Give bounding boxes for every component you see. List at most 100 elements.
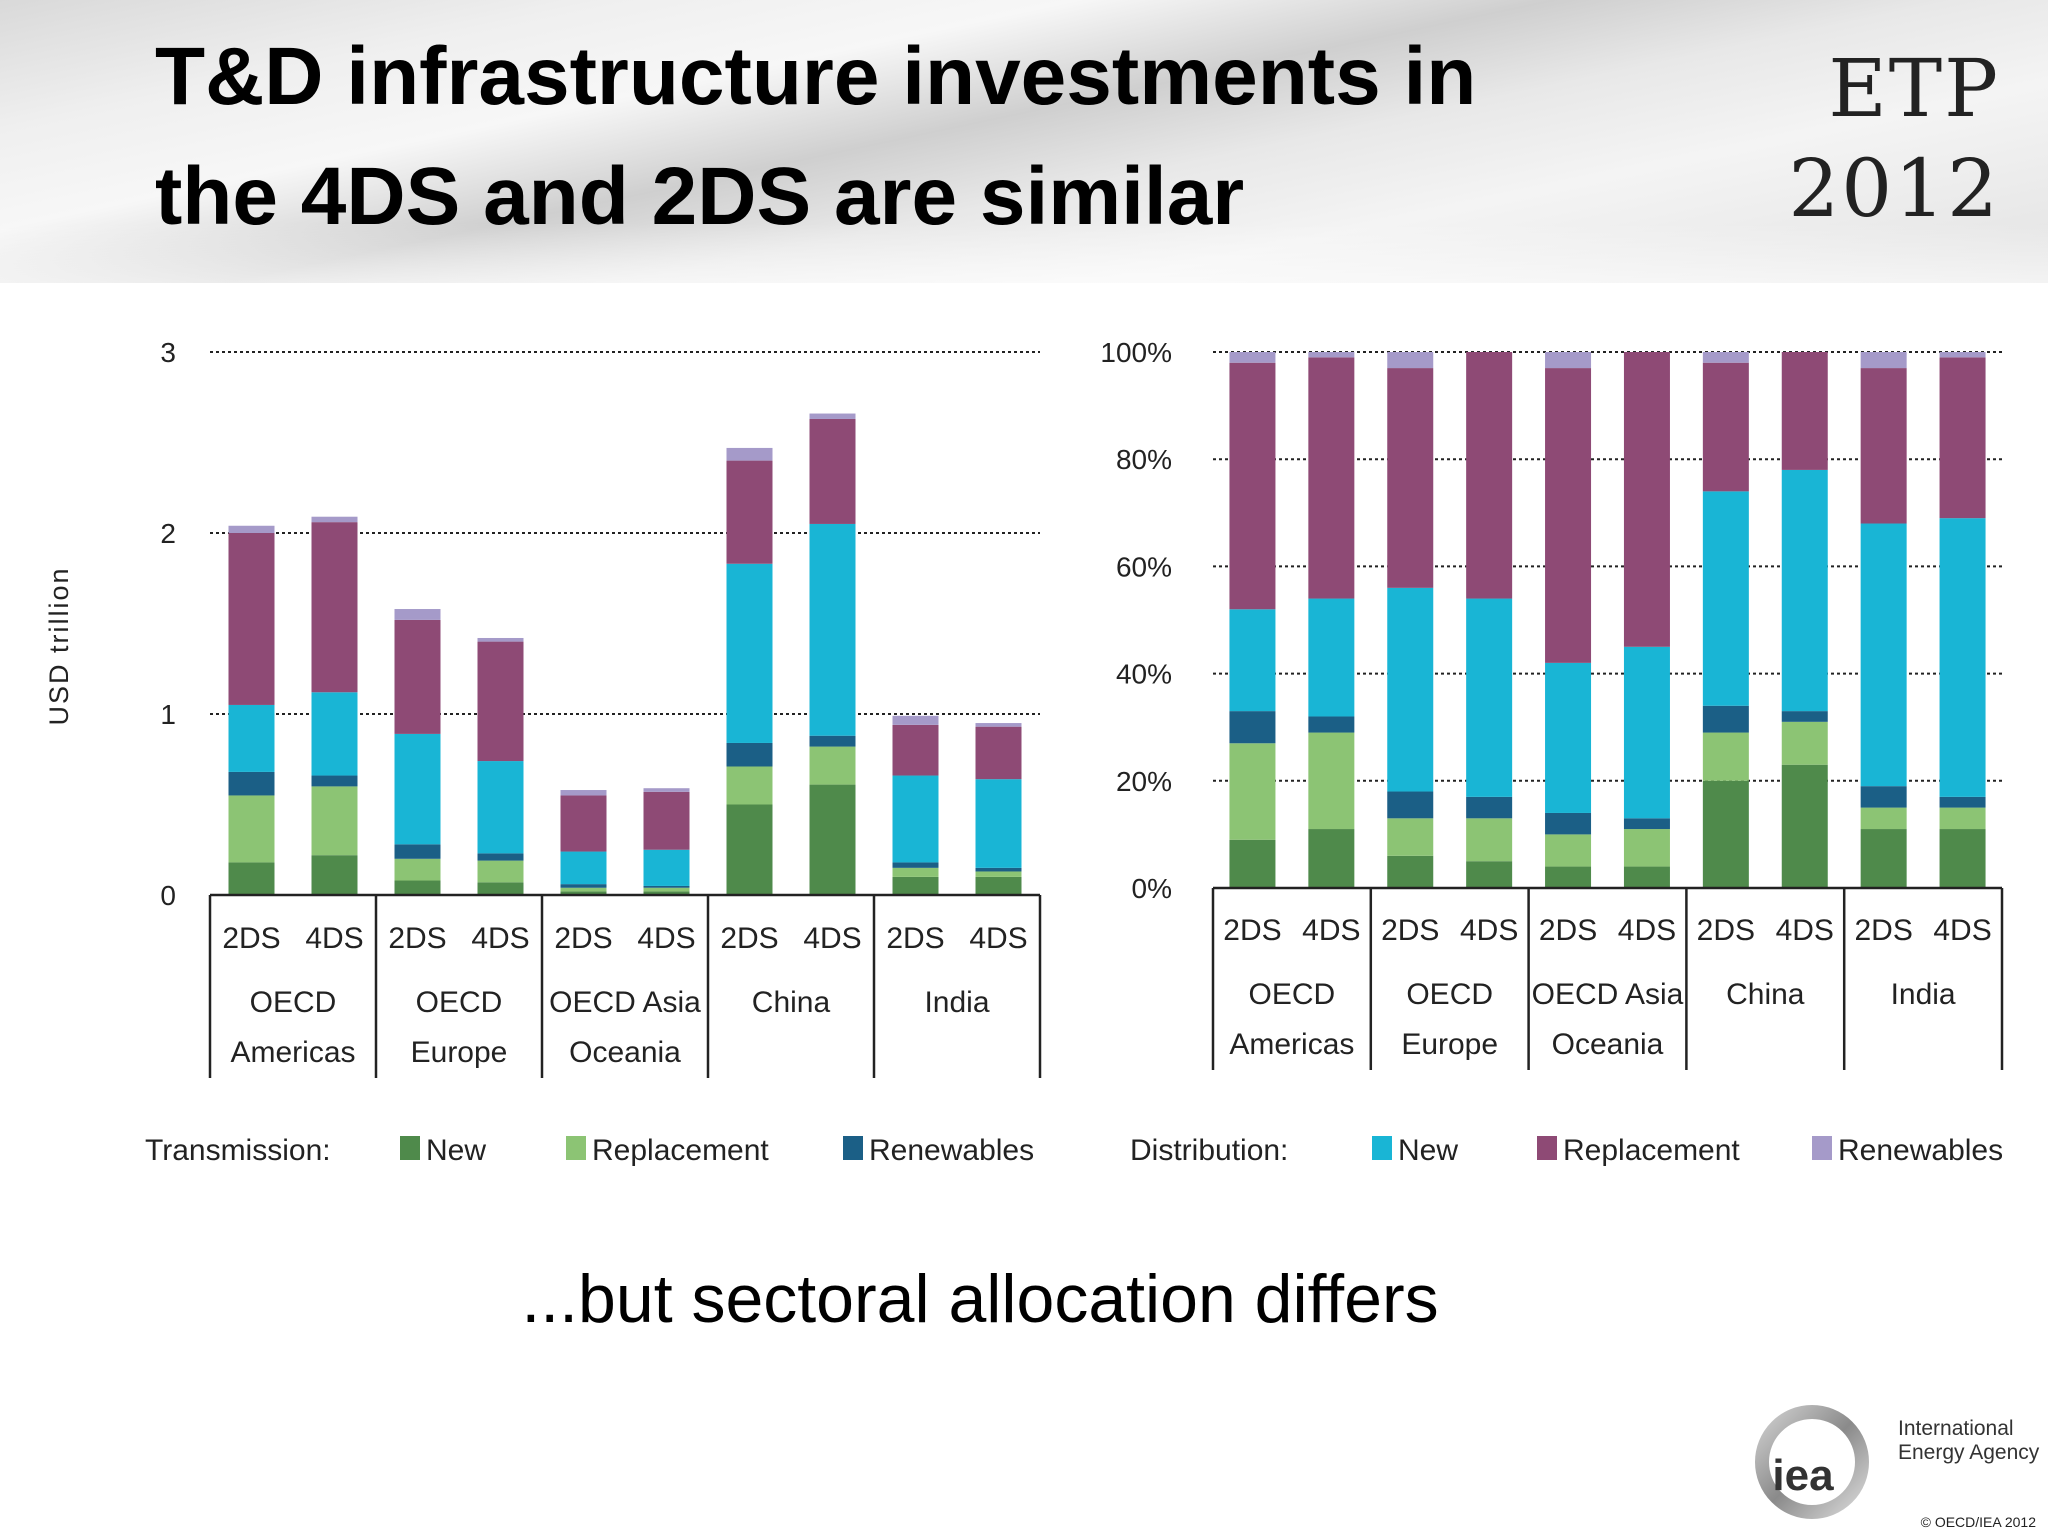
bar-segment-transmission-replacement	[1623, 829, 1670, 867]
charts-area: 0 1 2 3 USD trillion 2DS 4DS 2DS 4DS 2DS 4DS 2DS 4DS…	[44, 337, 2004, 1167]
bar-segment-distribution-replacement	[560, 795, 607, 852]
bar-segment-distribution-new	[643, 849, 690, 886]
bar-segment-distribution-new	[1702, 491, 1749, 706]
bar-segment-distribution-renewables	[1939, 352, 1986, 358]
bar-segment-transmission-new	[975, 876, 1022, 895]
bar-segment-transmission-new	[560, 891, 607, 895]
bar-segment-transmission-renewables	[228, 771, 275, 796]
bar-segment-distribution-new	[1545, 662, 1592, 813]
bar-segment-distribution-new	[892, 775, 939, 863]
bar-segment-transmission-replacement	[1229, 743, 1276, 840]
bar-segment-distribution-replacement	[809, 418, 856, 524]
x-tick-label: 4DS	[1302, 914, 1360, 947]
bar-segment-distribution-renewables	[892, 715, 939, 725]
region-label: OECD Asia	[1532, 978, 1684, 1011]
bar-segment-transmission-new	[1466, 861, 1513, 888]
legend-label: New	[1398, 1134, 1458, 1167]
header-banner	[0, 0, 2048, 283]
bar-segment-distribution-replacement	[1387, 368, 1434, 588]
iea-logo: iea International Energy Agency	[1755, 1405, 2040, 1519]
iea-name-line-2: Energy Agency	[1898, 1441, 2040, 1464]
y-tick-label: 1	[160, 699, 176, 730]
bar-segment-distribution-replacement	[1860, 368, 1907, 524]
bar-segment-distribution-renewables	[1545, 352, 1592, 369]
bar-segment-transmission-replacement	[1308, 732, 1355, 830]
bar-segment-distribution-renewables	[1860, 352, 1907, 369]
bar-segment-distribution-new	[809, 523, 856, 736]
region-label: OECD	[250, 986, 337, 1019]
bar-segment-distribution-new	[1939, 518, 1986, 797]
legend-swatch	[566, 1136, 586, 1160]
region-label: China	[752, 986, 831, 1019]
bar-segment-transmission-replacement	[643, 887, 690, 892]
y-tick-label: 40%	[1116, 659, 1172, 690]
bar-segment-transmission-replacement	[809, 746, 856, 785]
y-tick-label: 60%	[1116, 551, 1172, 582]
iea-mark: iea	[1772, 1451, 1834, 1500]
region-label: India	[924, 986, 989, 1019]
bar-segment-distribution-renewables	[1308, 352, 1355, 358]
bar-segment-transmission-new	[1308, 829, 1355, 888]
iea-name-line-1: International	[1898, 1417, 2014, 1440]
bar-segment-distribution-renewables	[477, 637, 524, 642]
bar-segment-distribution-replacement	[394, 619, 441, 734]
bar-segment-transmission-renewables	[726, 742, 773, 767]
bar-segment-distribution-renewables	[311, 516, 358, 523]
bar-segment-distribution-replacement	[1308, 357, 1355, 599]
bar-segment-transmission-renewables	[394, 844, 441, 859]
bar-segment-transmission-new	[311, 855, 358, 895]
bar-segment-distribution-renewables	[1229, 352, 1276, 363]
bar-segment-transmission-renewables	[809, 735, 856, 747]
bar-segment-transmission-new	[1387, 855, 1434, 888]
region-label: Europe	[411, 1036, 508, 1069]
x-tick-label: 2DS	[1697, 914, 1755, 947]
bar-segment-transmission-renewables	[892, 862, 939, 868]
x-tick-label: 4DS	[1618, 914, 1676, 947]
legend-swatch	[1372, 1136, 1392, 1160]
bar-segment-transmission-replacement	[975, 871, 1022, 877]
legend-label: Replacement	[592, 1134, 769, 1167]
bar-segment-transmission-renewables	[1860, 786, 1907, 808]
bar-segment-distribution-replacement	[975, 726, 1022, 780]
bar-segment-transmission-new	[1702, 780, 1749, 888]
region-label: OECD Asia	[549, 986, 701, 1019]
bar-segment-transmission-replacement	[228, 795, 275, 863]
legend-title: Distribution:	[1130, 1134, 1288, 1167]
bar-segment-distribution-replacement	[1545, 368, 1592, 663]
bar-segment-distribution-new	[1860, 523, 1907, 787]
legend-label: Renewables	[869, 1134, 1034, 1167]
bar-segment-distribution-new	[1781, 469, 1828, 712]
bar-segment-transmission-replacement	[560, 887, 607, 892]
x-tick-label: 2DS	[554, 922, 612, 955]
region-label: Americas	[1229, 1028, 1354, 1061]
bar-segment-transmission-renewables	[1781, 711, 1828, 722]
bar-segment-distribution-renewables	[975, 723, 1022, 727]
region-label: Americas	[230, 1036, 355, 1069]
bar-segment-distribution-renewables	[228, 525, 275, 533]
bar-segment-transmission-renewables	[1387, 791, 1434, 819]
bar-segment-distribution-new	[1466, 598, 1513, 797]
bar-segment-distribution-renewables	[643, 788, 690, 792]
x-tick-label: 2DS	[720, 922, 778, 955]
bar-segment-transmission-renewables	[1939, 796, 1986, 808]
bar-segment-transmission-renewables	[1466, 796, 1513, 819]
bar-segment-distribution-renewables	[809, 413, 856, 419]
bar-segment-distribution-new	[311, 692, 358, 776]
bar-segment-distribution-replacement	[726, 460, 773, 564]
copyright-notice: © OECD/IEA 2012	[1920, 1514, 2036, 1530]
bar-segment-transmission-replacement	[1702, 732, 1749, 781]
bar-segment-distribution-replacement	[477, 641, 524, 762]
x-tick-label: 4DS	[1460, 914, 1518, 947]
bar-segment-distribution-replacement	[643, 791, 690, 850]
y-tick-label: 3	[160, 337, 176, 368]
bar-segment-transmission-new	[1939, 829, 1986, 888]
bar-segment-transmission-replacement	[1781, 721, 1828, 765]
bar-segment-distribution-new	[394, 733, 441, 845]
x-tick-label: 2DS	[222, 922, 280, 955]
legend-swatch	[400, 1136, 420, 1160]
legend-label: Renewables	[1838, 1134, 2003, 1167]
bar-segment-distribution-renewables	[560, 790, 607, 796]
bar-segment-transmission-renewables	[975, 867, 1022, 872]
legend-title: Transmission:	[145, 1134, 331, 1167]
bar-segment-transmission-new	[726, 804, 773, 895]
